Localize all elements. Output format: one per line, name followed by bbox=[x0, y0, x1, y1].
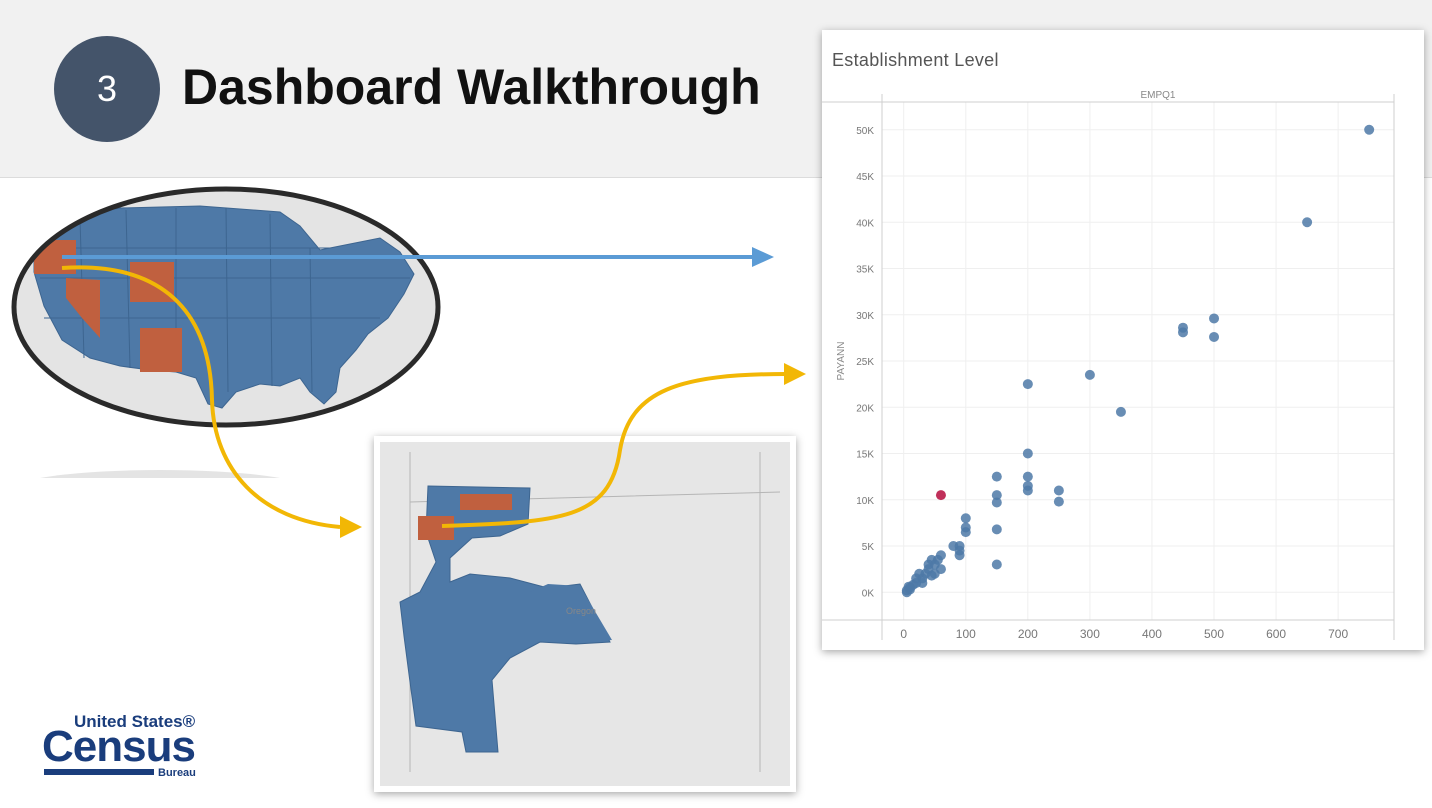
scatter-point[interactable] bbox=[917, 578, 928, 588]
map-shadow bbox=[40, 470, 280, 478]
scatter-point[interactable] bbox=[1022, 448, 1033, 459]
chart-grid bbox=[882, 102, 1394, 620]
scatter-point[interactable] bbox=[948, 541, 959, 551]
scatter-point-selected[interactable] bbox=[935, 490, 946, 501]
logo-line-census: Census bbox=[42, 722, 196, 771]
chart-axes: 0 100 200 300 400 500 600 700 0K 5K 10K 15K 20K 25K 30… bbox=[822, 90, 1395, 641]
y-tick-label: 25K bbox=[856, 357, 874, 368]
gold-arrow-1-head bbox=[340, 516, 362, 538]
y-tick-label: 0K bbox=[862, 588, 875, 599]
highlighted-state-wyoming[interactable] bbox=[130, 262, 174, 302]
scatter-point[interactable] bbox=[991, 524, 1002, 535]
us-map bbox=[11, 186, 441, 478]
x-tick-label: 100 bbox=[956, 627, 976, 641]
oregon-counties-east-region[interactable] bbox=[530, 584, 612, 642]
highlighted-state-new-mexico[interactable] bbox=[140, 328, 182, 372]
scatter-point[interactable] bbox=[960, 527, 971, 538]
scatter-point[interactable] bbox=[1209, 331, 1220, 342]
highlighted-state-oregon[interactable] bbox=[34, 240, 76, 274]
oregon-map: Oregon bbox=[380, 442, 790, 786]
scatter-point[interactable] bbox=[903, 581, 914, 592]
x-tick-label: 300 bbox=[1080, 627, 1100, 641]
y-tick-label: 40K bbox=[856, 218, 874, 229]
scatter-point[interactable] bbox=[1177, 327, 1188, 338]
scatter-point[interactable] bbox=[991, 497, 1002, 508]
y-tick-label: 35K bbox=[856, 265, 874, 276]
scatter-point[interactable] bbox=[935, 564, 946, 575]
scatter-point[interactable] bbox=[1209, 313, 1220, 324]
x-tick-label: 200 bbox=[1018, 627, 1038, 641]
chart-title: Establishment Level bbox=[832, 50, 999, 70]
scatter-point[interactable] bbox=[1022, 471, 1033, 482]
logo-line-bureau: Bureau bbox=[158, 767, 196, 779]
scatter-point[interactable] bbox=[991, 559, 1002, 570]
y-tick-label: 45K bbox=[856, 172, 874, 183]
y-tick-label: 50K bbox=[856, 126, 874, 137]
scatter-point[interactable] bbox=[991, 471, 1002, 482]
x-tick-label: 500 bbox=[1204, 627, 1224, 641]
scatter-point[interactable] bbox=[1022, 379, 1033, 390]
y-axis-label: PAYANN bbox=[836, 342, 847, 381]
y-tick-label: 5K bbox=[862, 542, 875, 553]
y-tick-label: 15K bbox=[856, 450, 874, 461]
x-tick-label: 600 bbox=[1266, 627, 1286, 641]
x-tick-label: 0 bbox=[900, 627, 907, 641]
x-tick-label: 700 bbox=[1328, 627, 1348, 641]
blue-arrow-head bbox=[752, 247, 774, 267]
scatter-point[interactable] bbox=[1115, 406, 1126, 417]
scatter-point[interactable] bbox=[1302, 217, 1313, 228]
scatter-point[interactable] bbox=[1084, 369, 1095, 380]
highlighted-county-north[interactable] bbox=[460, 494, 512, 510]
y-tick-label: 10K bbox=[856, 496, 874, 507]
scatter-chart-card: Establishment Level 0 100 200 300 400 500 600 7… bbox=[822, 30, 1424, 650]
census-bureau-logo: United States® Census Bureau bbox=[42, 712, 212, 784]
slide-title: Dashboard Walkthrough bbox=[182, 59, 761, 115]
oregon-label: Oregon bbox=[566, 606, 596, 616]
x-axis-label: EMPQ1 bbox=[1140, 90, 1175, 101]
oregon-counties-region[interactable] bbox=[399, 485, 611, 753]
scatter-point[interactable] bbox=[1053, 496, 1064, 507]
scatter-point[interactable] bbox=[991, 490, 1002, 501]
gold-arrow-2-head bbox=[784, 363, 806, 385]
chart-points bbox=[901, 124, 1375, 598]
x-tick-label: 400 bbox=[1142, 627, 1162, 641]
step-number-badge: 3 bbox=[54, 36, 160, 142]
scatter-point[interactable] bbox=[1364, 124, 1375, 135]
y-tick-label: 30K bbox=[856, 311, 874, 322]
scatter-point[interactable] bbox=[960, 513, 971, 524]
logo-line-united-states: United States® bbox=[74, 712, 196, 731]
oregon-map-card: Oregon bbox=[374, 436, 796, 792]
highlighted-county-west[interactable] bbox=[418, 516, 454, 540]
scatter-point[interactable] bbox=[1022, 485, 1033, 496]
scatter-point[interactable] bbox=[954, 550, 965, 561]
scatter-point[interactable] bbox=[1053, 485, 1064, 496]
logo-underline bbox=[44, 769, 154, 775]
y-tick-label: 20K bbox=[856, 403, 874, 414]
scatter-chart: 0 100 200 300 400 500 600 700 0K 5K 10K 15K 20K 25K 30… bbox=[822, 90, 1395, 641]
